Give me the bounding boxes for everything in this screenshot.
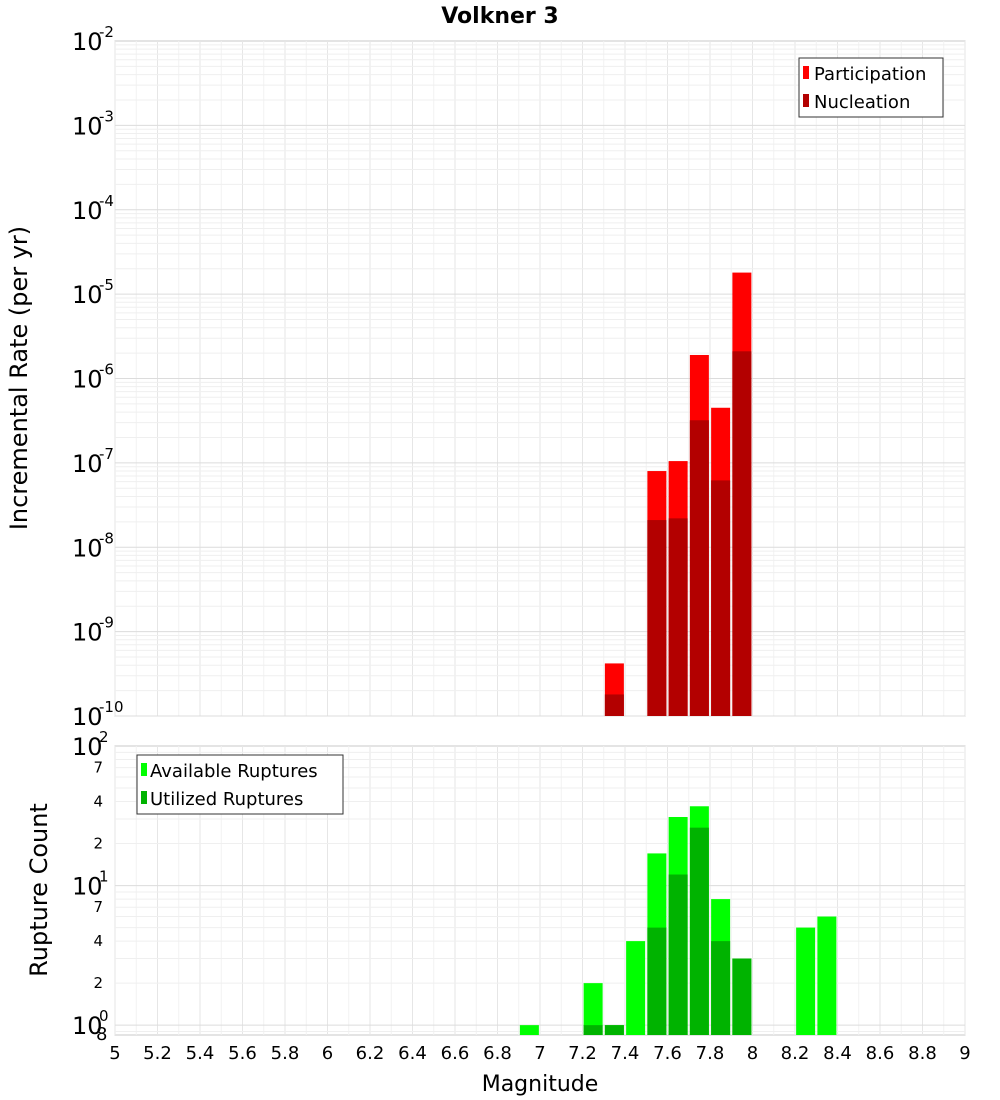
rate-bar-s2: [732, 351, 752, 716]
count-bar-s1: [817, 916, 837, 1035]
top-y-tick-exponent: -10: [99, 698, 124, 716]
rate-bar-s2: [689, 420, 709, 716]
bottom-y-tick-label: 10: [72, 733, 103, 761]
bottom-legend: Available Ruptures Utilized Ruptures: [136, 754, 344, 815]
count-bar-s1: [796, 927, 816, 1035]
top-y-tick-label: 10: [72, 281, 103, 309]
bottom-y-minor-label: 4: [93, 932, 103, 950]
x-tick-label: 5.8: [271, 1043, 300, 1064]
bottom-y-edge-label: 8: [96, 1024, 107, 1045]
count-bar-s2: [689, 827, 709, 1035]
legend-label-utilized: Utilized Ruptures: [150, 789, 303, 810]
bottom-y-minor-label: 7: [93, 759, 103, 777]
rate-bar-s2: [668, 518, 688, 716]
top-y-tick-label: 10: [72, 619, 103, 647]
x-tick-label: 5.6: [228, 1043, 257, 1064]
rate-bar-s2: [711, 480, 731, 716]
top-y-tick-exponent: -2: [99, 23, 114, 41]
x-tick-label: 8.6: [866, 1043, 895, 1064]
top-y-tick-exponent: -9: [99, 614, 114, 632]
count-bar-s1: [626, 941, 646, 1035]
legend-swatch-utilized: [141, 791, 147, 804]
x-tick-label: 6.2: [356, 1043, 385, 1064]
bottom-y-tick-label: 10: [72, 873, 103, 901]
bottom-y-tick-label: 10: [72, 1012, 103, 1040]
x-tick-label: 6.4: [398, 1043, 427, 1064]
x-tick-label: 8.8: [908, 1043, 937, 1064]
count-bar-s2: [583, 1025, 603, 1035]
legend-swatch-available: [141, 763, 147, 776]
bottom-bars: [519, 806, 837, 1035]
count-bar-s1: [583, 983, 603, 1035]
x-tick-label: 7.4: [611, 1043, 640, 1064]
rate-bar-s2: [647, 520, 667, 716]
legend-label-participation: Participation: [814, 64, 926, 85]
x-tick-label: 6: [322, 1043, 333, 1064]
top-y-tick-exponent: -8: [99, 529, 114, 547]
bottom-y-minor-label: 7: [93, 898, 103, 916]
x-tick-label: 8: [747, 1043, 758, 1064]
bottom-y-minor-label: 2: [93, 974, 103, 992]
count-bar-s2: [732, 958, 752, 1035]
bottom-y-tick-exponent: 2: [99, 728, 109, 746]
x-tick-label: 8.2: [781, 1043, 810, 1064]
top-y-tick-label: 10: [72, 450, 103, 478]
count-bar-s2: [668, 874, 688, 1035]
top-legend-box: [798, 57, 944, 118]
bottom-y-axis-label: Rupture Count: [25, 803, 53, 977]
top-y-tick-exponent: -7: [99, 445, 114, 463]
top-grid: [114, 41, 966, 717]
x-tick-label: 5: [109, 1043, 120, 1064]
top-y-tick-label: 10: [72, 112, 103, 140]
bottom-grid: [114, 746, 966, 1035]
top-y-tick-label: 10: [72, 197, 103, 225]
x-axis-label: Magnitude: [482, 1072, 599, 1097]
legend-swatch-participation: [803, 66, 809, 79]
count-bar-s2: [604, 1025, 624, 1035]
top-y-tick-label: 10: [72, 534, 103, 562]
top-y-tick-exponent: -4: [99, 192, 114, 210]
bottom-legend-box: [136, 754, 344, 815]
x-tick-label: 7.8: [696, 1043, 725, 1064]
top-bars: [604, 272, 752, 716]
bottom-y-tick-exponent: 0: [99, 1007, 109, 1025]
legend-label-nucleation: Nucleation: [814, 92, 910, 113]
x-tick-label: 5.4: [186, 1043, 215, 1064]
legend-label-available: Available Ruptures: [150, 761, 318, 782]
bottom-y-tick-exponent: 1: [99, 868, 109, 886]
x-tick-label: 7.6: [653, 1043, 682, 1064]
count-bar-s1: [519, 1025, 539, 1035]
top-y-tick-exponent: -6: [99, 361, 114, 379]
x-ticks: 5 5.2 5.4 5.6 5.8 6 6.2 6.4 6.6 6.8 7 7.2 7.4 7.6 7.8 8…: [109, 1043, 970, 1064]
rate-bar-s2: [604, 694, 624, 716]
x-tick-label: 6.6: [441, 1043, 470, 1064]
x-tick-label: 5.2: [143, 1043, 172, 1064]
x-tick-label: 6.8: [483, 1043, 512, 1064]
x-tick-label: 7.2: [568, 1043, 597, 1064]
top-y-axis-label: Incremental Rate (per yr): [5, 226, 33, 530]
count-bar-s2: [647, 927, 667, 1035]
bottom-y-minor-label: 2: [93, 835, 103, 853]
x-tick-label: 8.4: [823, 1043, 852, 1064]
count-bar-s2: [711, 941, 731, 1035]
top-y-tick-exponent: -3: [99, 107, 114, 125]
chart-title: Volkner 3: [441, 4, 559, 29]
top-y-tick-label: 10: [72, 366, 103, 394]
top-y-tick-exponent: -5: [99, 276, 114, 294]
top-y-tick-label: 10: [72, 28, 103, 56]
x-tick-label: 9: [959, 1043, 970, 1064]
top-legend: Participation Nucleation: [798, 57, 944, 118]
legend-swatch-nucleation: [803, 94, 809, 107]
x-tick-label: 7: [534, 1043, 545, 1064]
top-y-tick-label: 10: [72, 703, 103, 731]
bottom-y-minor-label: 4: [93, 793, 103, 811]
